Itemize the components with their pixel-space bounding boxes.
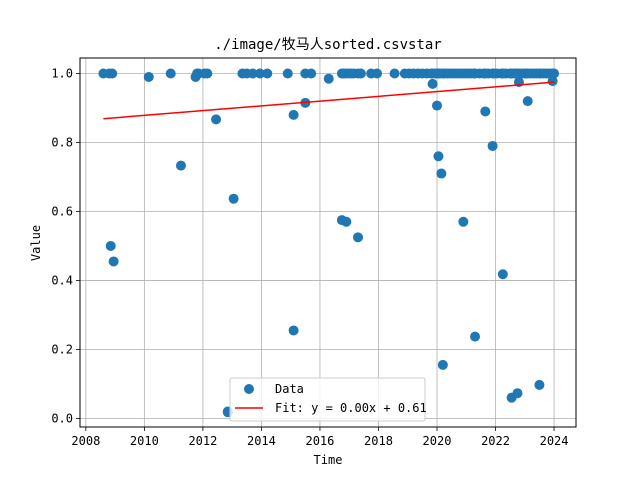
- x-tick-label: 2018: [364, 434, 393, 448]
- data-point: [352, 232, 363, 243]
- chart-marks: [98, 68, 560, 418]
- y-tick-label: 1.0: [51, 67, 73, 81]
- x-tick-label: 2022: [481, 434, 510, 448]
- y-tick-label: 0.8: [51, 135, 73, 149]
- chart-title: ./image/牧马人sorted.csvstar: [214, 37, 441, 53]
- data-point: [282, 68, 293, 79]
- data-point: [228, 193, 239, 204]
- x-tick-label: 2014: [247, 434, 276, 448]
- y-tick-label: 0.4: [51, 273, 73, 287]
- data-point: [437, 359, 448, 370]
- x-tick-label: 2024: [540, 434, 569, 448]
- data-point: [107, 68, 118, 79]
- data-point: [487, 140, 498, 151]
- data-point: [262, 68, 273, 79]
- data-point: [175, 160, 186, 171]
- data-point: [389, 68, 400, 79]
- legend-label-fit: Fit: y = 0.00x + 0.61: [275, 401, 427, 415]
- y-axis-label: Value: [29, 225, 43, 261]
- data-point: [480, 106, 491, 117]
- data-point: [372, 68, 383, 79]
- data-point: [534, 379, 545, 390]
- x-tick-label: 2016: [305, 434, 334, 448]
- axis-ticks: 2008 2010 2012 2014 2016 2018 2020 2022 2024 0.0 0…: [51, 67, 568, 448]
- data-point: [432, 100, 443, 111]
- data-point: [355, 68, 366, 79]
- x-tick-label: 2008: [71, 434, 100, 448]
- data-point: [436, 168, 447, 179]
- legend: Data Fit: y = 0.00x + 0.61: [229, 377, 427, 422]
- data-point: [165, 68, 176, 79]
- plot-area: [79, 57, 577, 428]
- data-point: [427, 78, 438, 89]
- data-point: [306, 68, 317, 79]
- data-point: [143, 71, 154, 82]
- data-point: [288, 109, 299, 120]
- x-tick-label: 2020: [423, 434, 452, 448]
- x-tick-label: 2012: [188, 434, 217, 448]
- y-tick-label: 0.2: [51, 342, 73, 356]
- data-point: [108, 256, 119, 267]
- data-point: [254, 68, 265, 79]
- legend-marker-data: [244, 384, 254, 394]
- data-point: [211, 114, 222, 125]
- data-point: [247, 68, 258, 79]
- x-tick-label: 2010: [130, 434, 159, 448]
- data-point: [105, 240, 116, 251]
- data-point: [433, 151, 444, 162]
- data-point: [512, 388, 523, 399]
- data-point: [470, 331, 481, 342]
- y-tick-label: 0.6: [51, 204, 73, 218]
- data-point: [458, 216, 469, 227]
- fit-line: [103, 81, 555, 120]
- data-point: [288, 325, 299, 336]
- data-point: [323, 73, 334, 84]
- data-point: [522, 96, 533, 107]
- data-point: [549, 68, 560, 79]
- data-point: [547, 76, 558, 87]
- y-tick-label: 0.0: [51, 411, 73, 425]
- data-point: [336, 215, 347, 226]
- legend-box: [229, 377, 426, 422]
- x-axis-label: Time: [314, 453, 343, 467]
- legend-label-data: Data: [275, 382, 304, 396]
- data-point: [497, 269, 508, 280]
- data-point: [202, 68, 213, 79]
